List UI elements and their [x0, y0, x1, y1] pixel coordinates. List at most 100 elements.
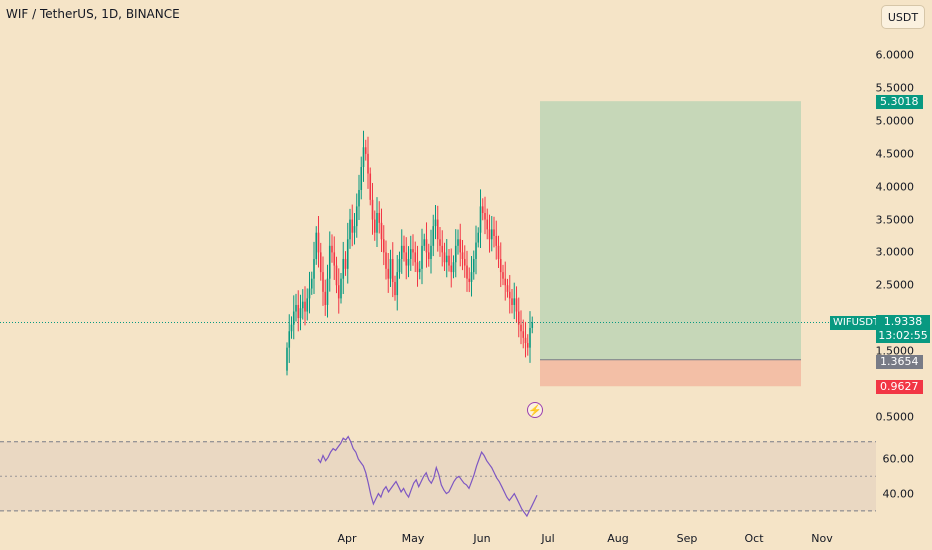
candle-body — [398, 258, 401, 273]
candle-body — [299, 308, 302, 319]
candle-body — [470, 272, 473, 282]
y-tick-label: 6.0000 — [875, 48, 915, 62]
candle-body — [515, 298, 518, 312]
x-tick-label: May — [401, 532, 425, 545]
candle-body — [486, 219, 489, 230]
symbol-badge: WIFUSDT — [830, 316, 883, 330]
candle-body — [297, 304, 300, 319]
candle-body — [423, 239, 426, 246]
candle-body — [531, 322, 534, 328]
y-tick-label: 3.0000 — [875, 245, 915, 259]
candle-body — [385, 252, 387, 269]
candle-body — [450, 265, 453, 273]
candle-body — [358, 189, 360, 207]
stop-zone — [540, 359, 801, 387]
candle-body — [526, 343, 529, 348]
candle-body — [454, 245, 457, 263]
y-tick-label: 0.5000 — [875, 410, 915, 424]
candle-body — [306, 298, 309, 312]
candle-body — [529, 327, 531, 348]
candle-body — [506, 285, 509, 292]
candle-body — [452, 262, 455, 273]
candle-body — [301, 301, 304, 309]
candle-body — [373, 219, 376, 233]
candle-body — [360, 166, 363, 190]
candle-body — [524, 337, 527, 344]
candle-body — [340, 278, 342, 299]
candle-body — [371, 199, 374, 220]
candle-body — [508, 291, 511, 299]
candle-body — [432, 226, 435, 246]
candle-body — [481, 206, 484, 213]
rsi-line — [317, 435, 538, 518]
candle-body — [328, 245, 331, 279]
lightning-icon[interactable]: ⚡ — [527, 402, 543, 418]
candle-body — [292, 311, 295, 325]
currency-button[interactable]: USDT — [881, 5, 925, 29]
candle-body — [463, 258, 466, 266]
candle-body — [427, 252, 430, 259]
candle-body — [295, 304, 297, 312]
candle-body — [344, 258, 347, 269]
candle-body — [310, 278, 313, 289]
x-tick-label: Jul — [541, 532, 555, 545]
candle-body — [396, 272, 399, 296]
last-price-badge: 1.9338 13:02:55 — [876, 315, 930, 343]
candle-body — [488, 229, 491, 240]
candle-body — [409, 249, 412, 259]
candle-body — [349, 219, 351, 240]
target-zone — [540, 101, 801, 360]
candle-body — [416, 262, 419, 273]
candle-body — [418, 268, 421, 273]
candle-body — [290, 324, 293, 332]
candle-body — [337, 285, 340, 299]
candle-body — [333, 252, 336, 266]
candle-body — [324, 291, 327, 305]
candle-body — [304, 301, 306, 312]
candle-body — [331, 245, 333, 253]
candle-body — [382, 239, 385, 253]
x-tick-label: Jun — [473, 532, 491, 545]
candle-body — [342, 258, 345, 279]
y-tick-label: 4.5000 — [875, 147, 915, 161]
candle-body — [351, 219, 354, 233]
candle-body — [477, 232, 480, 243]
candle-body — [504, 278, 507, 286]
candle-body — [493, 229, 495, 236]
candle-body — [436, 219, 439, 240]
countdown-timer: 13:02:55 — [878, 329, 928, 342]
y-tick-label: 1.5000 — [875, 344, 915, 358]
candle-body — [475, 242, 477, 259]
candle-body — [513, 298, 516, 305]
candle-body — [322, 272, 324, 292]
rsi-tick-label: 60.00 — [882, 452, 915, 466]
candle-body — [448, 255, 450, 266]
x-tick-label: Nov — [811, 532, 833, 545]
candle-body — [367, 153, 369, 174]
candle-body — [362, 147, 365, 167]
last-price-value: 1.9338 — [883, 315, 923, 328]
candle-body — [421, 245, 423, 269]
candle-body — [445, 255, 448, 263]
candle-body — [346, 239, 349, 269]
chart-title: WIF / TetherUS, 1D, BINANCE — [6, 7, 180, 21]
candle-body — [495, 235, 498, 246]
candle-body — [511, 298, 513, 305]
candle-body — [319, 252, 322, 273]
candle-body — [286, 347, 288, 371]
candle-body — [391, 258, 394, 282]
candle-body — [376, 212, 378, 233]
candle-body — [472, 258, 475, 273]
candle-body — [326, 278, 329, 305]
candle-body — [288, 331, 291, 348]
x-tick-label: Sep — [676, 532, 698, 545]
candle-body — [461, 252, 464, 259]
candle-body — [439, 239, 441, 246]
candle-body — [378, 212, 381, 223]
candle-body — [380, 222, 383, 240]
y-tick-label: 4.0000 — [875, 180, 915, 194]
candle-body — [522, 331, 525, 338]
candle-body — [405, 252, 408, 266]
candle-body — [499, 258, 502, 273]
